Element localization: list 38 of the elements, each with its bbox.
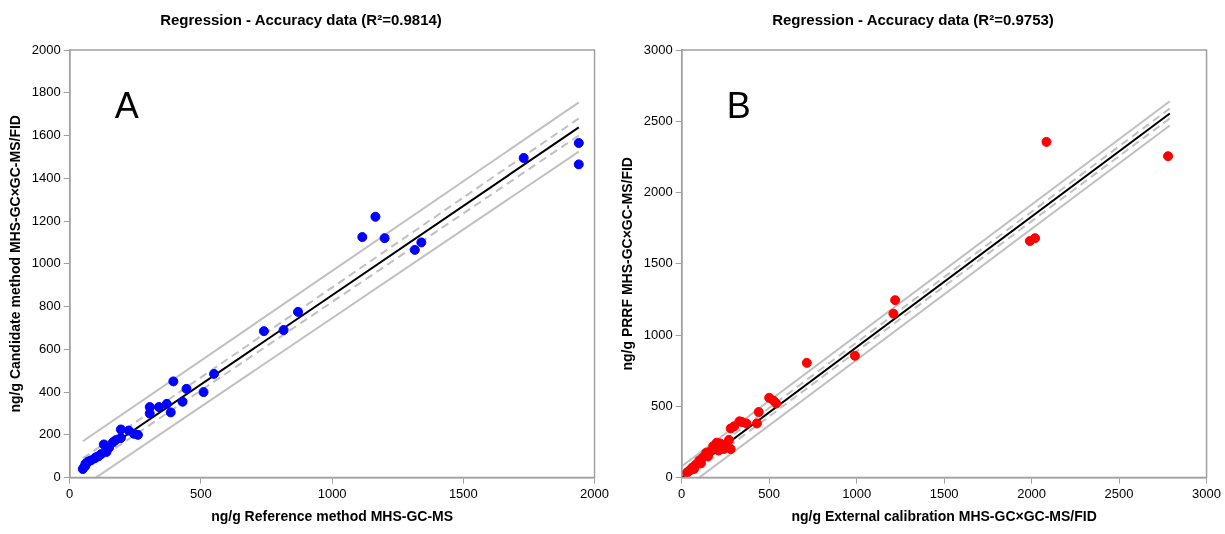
x-tick-label: 0 <box>66 485 74 501</box>
x-tick-label: 0 <box>678 485 686 501</box>
y-tick-label: 1500 <box>643 255 673 271</box>
y-axis-title: ng/g Candidate method MHS-GC×GC-MS/FID <box>7 115 24 413</box>
y-tick-label: 2000 <box>31 41 61 57</box>
y-tick-label: 0 <box>665 469 673 485</box>
y-tick-label: 400 <box>39 383 61 399</box>
y-tick-label: 800 <box>39 298 61 314</box>
y-tick-label: 3000 <box>643 41 673 57</box>
chart-title: Regression - Accuracy data (R²=0.9753) <box>772 11 1054 29</box>
y-tick-label: 1000 <box>31 255 61 271</box>
chart-title: Regression - Accuracy data (R²=0.9814) <box>160 11 442 29</box>
y-tick-label: 500 <box>651 397 673 413</box>
y-tick-label: 1600 <box>31 127 61 143</box>
x-tick-label: 2000 <box>1017 485 1047 501</box>
y-tick-label: 0 <box>53 469 61 485</box>
x-tick-label: 2000 <box>580 485 609 501</box>
y-tick-label: 2000 <box>643 184 673 200</box>
y-tick-label: 1800 <box>31 84 61 100</box>
y-tick-label: 1400 <box>31 169 61 185</box>
x-tick-label: 2500 <box>1104 485 1134 501</box>
y-tick-label: 2500 <box>643 112 673 128</box>
x-tick-label: 500 <box>758 485 781 501</box>
x-tick-label: 3000 <box>1192 485 1221 501</box>
x-tick-label: 1000 <box>842 485 872 501</box>
y-tick-label: 600 <box>39 340 61 356</box>
y-tick-label: 200 <box>39 426 61 442</box>
x-tick-label: 1000 <box>317 485 347 501</box>
y-tick-label: 1200 <box>31 212 61 228</box>
annotation: B <box>726 84 751 126</box>
x-axis-title: ng/g Reference method MHS-GC-MS <box>211 508 454 525</box>
annotation: A <box>114 84 139 126</box>
x-tick-label: 500 <box>190 485 212 501</box>
x-tick-label: 1500 <box>448 485 478 501</box>
y-axis-title: ng/g PRRF MHS-GC×GC-MS/FID <box>619 157 636 371</box>
x-axis-title: ng/g External calibration MHS-GC×GC-MS/FID <box>791 508 1097 525</box>
y-tick-label: 1000 <box>643 326 673 342</box>
x-tick-label: 1500 <box>929 485 959 501</box>
